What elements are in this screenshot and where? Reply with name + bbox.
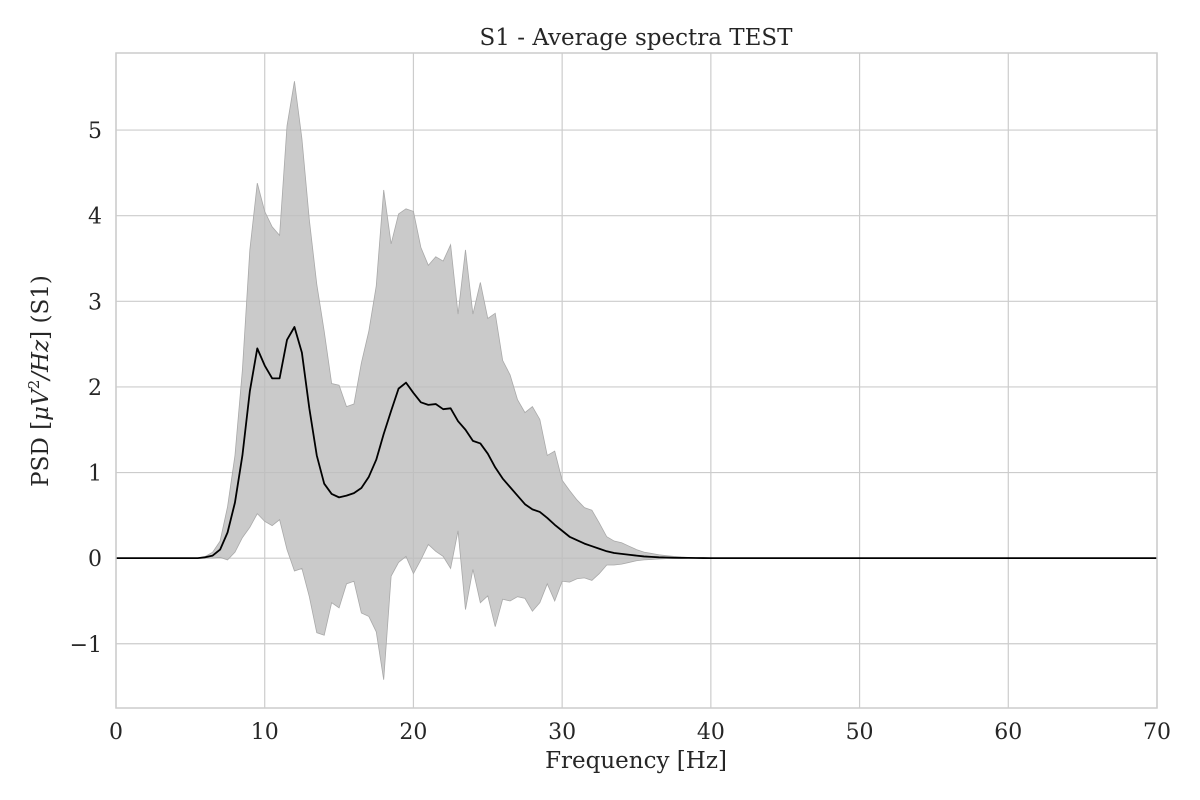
x-tick-label-50: 50 xyxy=(846,720,874,745)
x-axis-label: Frequency [Hz] xyxy=(545,748,727,774)
y-tick-label--1: −1 xyxy=(70,633,102,658)
std-band-area xyxy=(116,81,1157,680)
frame-layer xyxy=(115,52,1158,709)
y-axis-label-unit: μV xyxy=(28,387,54,421)
y-tick-label-1: 1 xyxy=(88,462,102,487)
y-axis-label: PSD [μV2/Hz] (S1) xyxy=(25,275,54,487)
y-tick-label-2: 2 xyxy=(88,376,102,401)
y-tick-label-5: 5 xyxy=(88,119,102,144)
y-axis-label-superscript: 2 xyxy=(25,380,43,390)
x-tick-label-60: 60 xyxy=(994,720,1022,745)
x-tick-label-40: 40 xyxy=(697,720,725,745)
y-axis-label-hz: /Hz xyxy=(28,339,54,382)
y-tick-label-0: 0 xyxy=(88,547,102,572)
y-axis-label-suffix: ] (S1) xyxy=(28,275,54,340)
x-tick-label-20: 20 xyxy=(399,720,427,745)
mean-spectrum-line xyxy=(116,326,1157,560)
x-tick-label-30: 30 xyxy=(548,720,576,745)
y-tick-label-4: 4 xyxy=(88,205,102,230)
line-layer xyxy=(116,326,1157,560)
tick-layer: 0 10 20 30 40 50 60 70 −1 0 1 2 3 4 5 xyxy=(70,119,1171,745)
plot-frame xyxy=(115,52,1158,709)
x-tick-label-70: 70 xyxy=(1143,720,1171,745)
x-tick-label-0: 0 xyxy=(109,720,123,745)
y-axis-label-prefix: PSD [ xyxy=(28,421,54,487)
x-tick-label-10: 10 xyxy=(251,720,279,745)
chart-title: S1 - Average spectra TEST xyxy=(480,25,794,51)
band-layer xyxy=(116,81,1157,680)
y-tick-label-3: 3 xyxy=(88,290,102,315)
